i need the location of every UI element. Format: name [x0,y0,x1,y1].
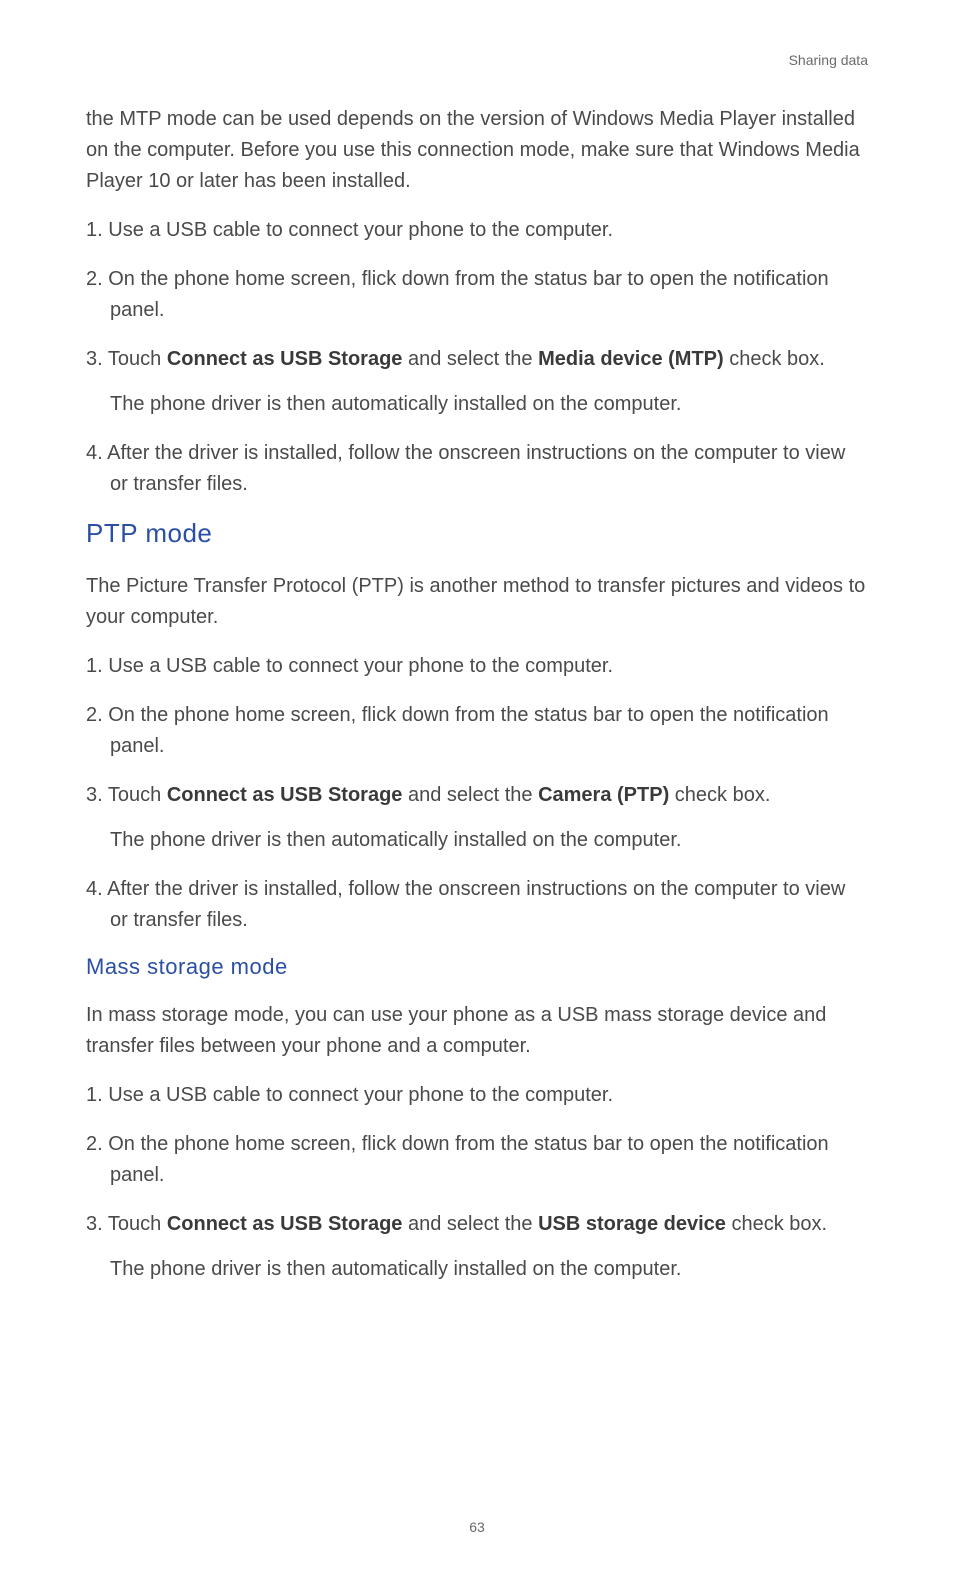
list-item: 2. On the phone home screen, flick down … [86,700,868,762]
step-text: and select the [402,784,538,806]
step-number: 3. [86,784,108,806]
step-number: 4. [86,878,107,900]
list-item: 2. On the phone home screen, flick down … [86,1129,868,1191]
list-item: 2. On the phone home screen, flick down … [86,264,868,326]
step-text: check box. [669,784,770,806]
bold-text: Connect as USB Storage [167,784,403,806]
step-number: 1. [86,1084,108,1106]
section-header-label: Sharing data [86,52,868,68]
step-text: Touch [108,784,167,806]
step-number: 1. [86,655,108,677]
mass-storage-heading: Mass storage mode [86,954,868,980]
step-number: 4. [86,442,107,464]
step-text: On the phone home screen, flick down fro… [108,268,828,321]
step-text: Use a USB cable to connect your phone to… [108,1084,613,1106]
list-item: 1. Use a USB cable to connect your phone… [86,651,868,682]
step-text: Use a USB cable to connect your phone to… [108,219,613,241]
step-text: and select the [402,348,538,370]
ptp-steps-list: 1. Use a USB cable to connect your phone… [86,651,868,936]
ptp-paragraph: The Picture Transfer Protocol (PTP) is a… [86,571,868,633]
step-number: 2. [86,704,108,726]
step-text: and select the [402,1213,538,1235]
step-number: 2. [86,268,108,290]
step-text: After the driver is installed, follow th… [107,878,845,931]
step-subtext: The phone driver is then automatically i… [110,825,868,856]
list-item: 1. Use a USB cable to connect your phone… [86,215,868,246]
step-subtext: The phone driver is then automatically i… [110,1254,868,1285]
list-item: 3. Touch Connect as USB Storage and sele… [86,1209,868,1285]
bold-text: Connect as USB Storage [167,348,403,370]
step-number: 2. [86,1133,108,1155]
step-number: 1. [86,219,108,241]
page-number: 63 [0,1519,954,1535]
list-item: 3. Touch Connect as USB Storage and sele… [86,780,868,856]
bold-text: USB storage device [538,1213,726,1235]
list-item: 3. Touch Connect as USB Storage and sele… [86,344,868,420]
step-subtext: The phone driver is then automatically i… [110,389,868,420]
list-item: 4. After the driver is installed, follow… [86,438,868,500]
mass-steps-list: 1. Use a USB cable to connect your phone… [86,1080,868,1285]
intro-paragraph: the MTP mode can be used depends on the … [86,104,868,197]
document-page: Sharing data the MTP mode can be used de… [0,0,954,1577]
step-text: Touch [108,348,167,370]
step-text: check box. [724,348,825,370]
step-text: check box. [726,1213,827,1235]
bold-text: Connect as USB Storage [167,1213,403,1235]
step-text: Use a USB cable to connect your phone to… [108,655,613,677]
ptp-mode-heading: PTP mode [86,518,868,549]
step-text: On the phone home screen, flick down fro… [108,1133,828,1186]
step-text: After the driver is installed, follow th… [107,442,845,495]
step-number: 3. [86,348,108,370]
step-number: 3. [86,1213,108,1235]
mtp-steps-list: 1. Use a USB cable to connect your phone… [86,215,868,500]
list-item: 4. After the driver is installed, follow… [86,874,868,936]
list-item: 1. Use a USB cable to connect your phone… [86,1080,868,1111]
step-text: On the phone home screen, flick down fro… [108,704,828,757]
mass-paragraph: In mass storage mode, you can use your p… [86,1000,868,1062]
bold-text: Camera (PTP) [538,784,669,806]
bold-text: Media device (MTP) [538,348,724,370]
step-text: Touch [108,1213,167,1235]
